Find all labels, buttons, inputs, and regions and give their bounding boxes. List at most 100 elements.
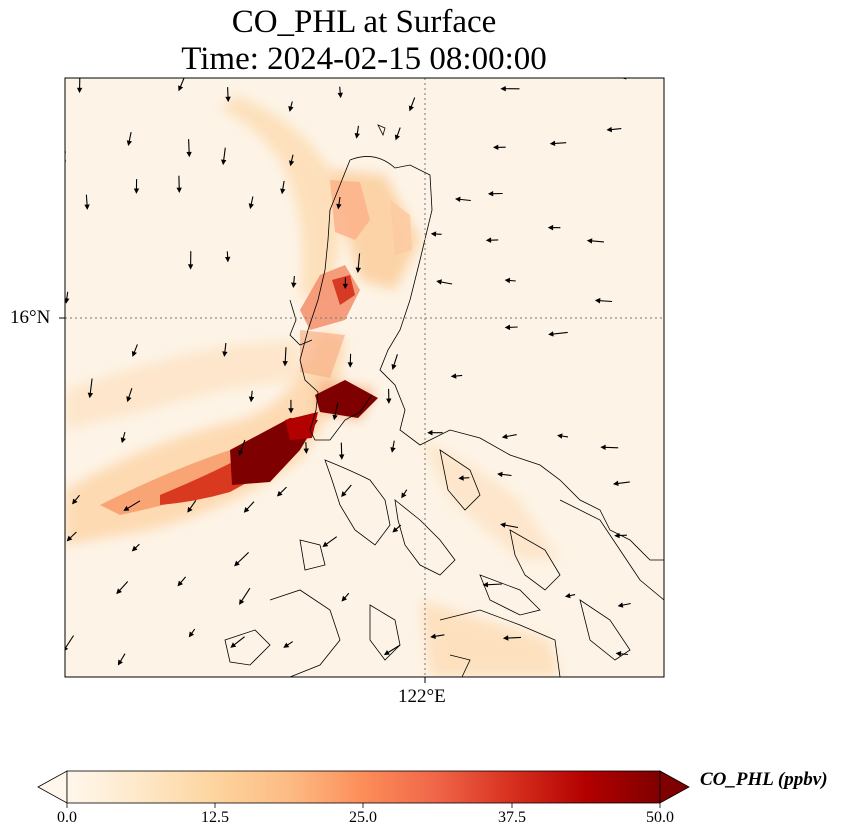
wind-arrow-head — [282, 361, 288, 367]
wind-arrow-head — [288, 160, 295, 167]
wind-arrow-head — [224, 256, 231, 263]
wind-arrow-head — [84, 204, 90, 210]
wind-arrow-head — [76, 87, 83, 94]
wind-arrow-head — [430, 633, 436, 640]
wind-arrow-head — [338, 454, 345, 460]
wind-arrow-head — [347, 362, 353, 368]
wind-arrow-head — [72, 498, 78, 505]
wind-arrow-head — [66, 535, 73, 542]
wind-arrow-head — [303, 448, 309, 454]
wind-arrow-head — [178, 85, 184, 92]
wind-arrow-head — [492, 144, 499, 150]
wind-arrow-head — [600, 444, 606, 451]
wind-arrow-head — [487, 190, 494, 197]
wind-arrow-head — [177, 580, 184, 587]
wind-arrow-head — [288, 106, 294, 112]
map-title: CO_PHL at Surface — [231, 4, 497, 40]
coastline-outline — [224, 124, 664, 677]
wind-arrow-head — [117, 659, 123, 666]
wind-arrow-head — [225, 96, 231, 103]
wind-arrow-head — [239, 599, 245, 605]
wind-arrow-head — [391, 364, 397, 370]
wind-arrow-head — [187, 506, 193, 513]
wind-arrow-head — [322, 541, 329, 548]
wind-arrow-head — [504, 324, 511, 331]
wind-arrow-head — [612, 480, 619, 487]
wind-arrow-head — [283, 642, 290, 648]
colorbar-gradient — [66, 770, 661, 804]
wind-arrow-head — [564, 593, 571, 599]
wind-arrow-head — [450, 373, 457, 379]
wind-arrow-head — [354, 133, 360, 139]
cbar-tick-label: 50.0 — [646, 809, 674, 826]
colorbar-max-extend — [659, 770, 690, 804]
wind-arrow-head — [126, 396, 132, 403]
wind-arrow-head — [485, 237, 492, 243]
wind-arrow-head — [131, 545, 138, 552]
wind-arrow-head — [238, 449, 244, 456]
wind-arrow-head — [614, 532, 620, 539]
wind-arrow-head — [390, 447, 396, 453]
wind-arrow-head — [291, 282, 297, 288]
wind-arrow-head — [617, 602, 624, 608]
cbar-tick-label: 25.0 — [349, 809, 377, 826]
wind-arrow-head — [276, 490, 283, 497]
wind-arrow-head — [131, 350, 137, 357]
wind-arrow-head — [220, 159, 227, 166]
wind-arrow-head — [176, 187, 182, 194]
wind-arrow-head — [288, 408, 294, 414]
wind-arrow-head — [502, 635, 509, 641]
wind-arrow-head — [337, 92, 343, 99]
wind-arrow-head — [248, 203, 254, 210]
wind-arrow-head — [65, 298, 70, 304]
wind-arrow-head — [341, 491, 347, 498]
wind-arrow-head — [504, 277, 511, 284]
wind-arrow-head — [188, 631, 195, 638]
wind-arrow-head — [336, 203, 342, 210]
wind-arrow-head — [547, 224, 554, 231]
wind-arrow-head — [594, 297, 601, 304]
wind-arrow-head — [222, 351, 228, 357]
wind-arrow-head — [427, 429, 433, 436]
wind-arrow-head — [501, 433, 508, 440]
wind-arrow-head — [500, 86, 506, 92]
map-frame — [64, 77, 665, 678]
wind-arrow-head — [606, 126, 613, 133]
wind-arrow-head — [482, 581, 489, 588]
wind-arrow-head — [234, 560, 240, 567]
wind-arrow-head — [408, 105, 414, 112]
wind-arrow-head — [548, 331, 554, 337]
wind-arrow-head — [120, 437, 126, 444]
latitude-label: 16°N — [10, 307, 51, 328]
wind-arrow-head — [557, 433, 563, 439]
wind-arrow-head — [454, 196, 461, 203]
wind-arrow-head — [586, 238, 593, 244]
colorbar-label: CO_PHL (ppbv) — [700, 769, 828, 790]
cbar-tick-label: 37.5 — [498, 809, 526, 826]
wind-arrow-head — [394, 134, 400, 141]
wind-arrow-head — [133, 188, 140, 194]
wind-arrow-head — [230, 642, 237, 648]
wind-arrow-head — [186, 151, 192, 158]
wind-arrow-head — [392, 526, 399, 533]
wind-arrow-head — [615, 651, 622, 657]
wind-arrow-head — [355, 267, 362, 273]
wind-arrow-head — [401, 492, 407, 499]
wind-arrow-head — [87, 392, 94, 399]
wind-arrow-head — [341, 595, 348, 602]
wind-arrow-head — [386, 398, 392, 404]
cbar-tick-label: 0.0 — [57, 809, 77, 826]
wind-arrow-head — [243, 506, 250, 513]
wind-vectors — [65, 78, 631, 666]
colorbar-min-extend — [37, 770, 68, 804]
wind-arrow-head — [549, 140, 556, 147]
wind-arrow-head — [187, 264, 194, 270]
longitude-label: 122°E — [398, 686, 446, 707]
wind-arrow-head — [332, 414, 338, 421]
wind-arrow-head — [383, 649, 390, 656]
map-subtitle-time: Time: 2024-02-15 08:00:00 — [181, 41, 547, 77]
wind-arrow-head — [500, 522, 506, 528]
wind-arrow-head — [436, 279, 442, 285]
